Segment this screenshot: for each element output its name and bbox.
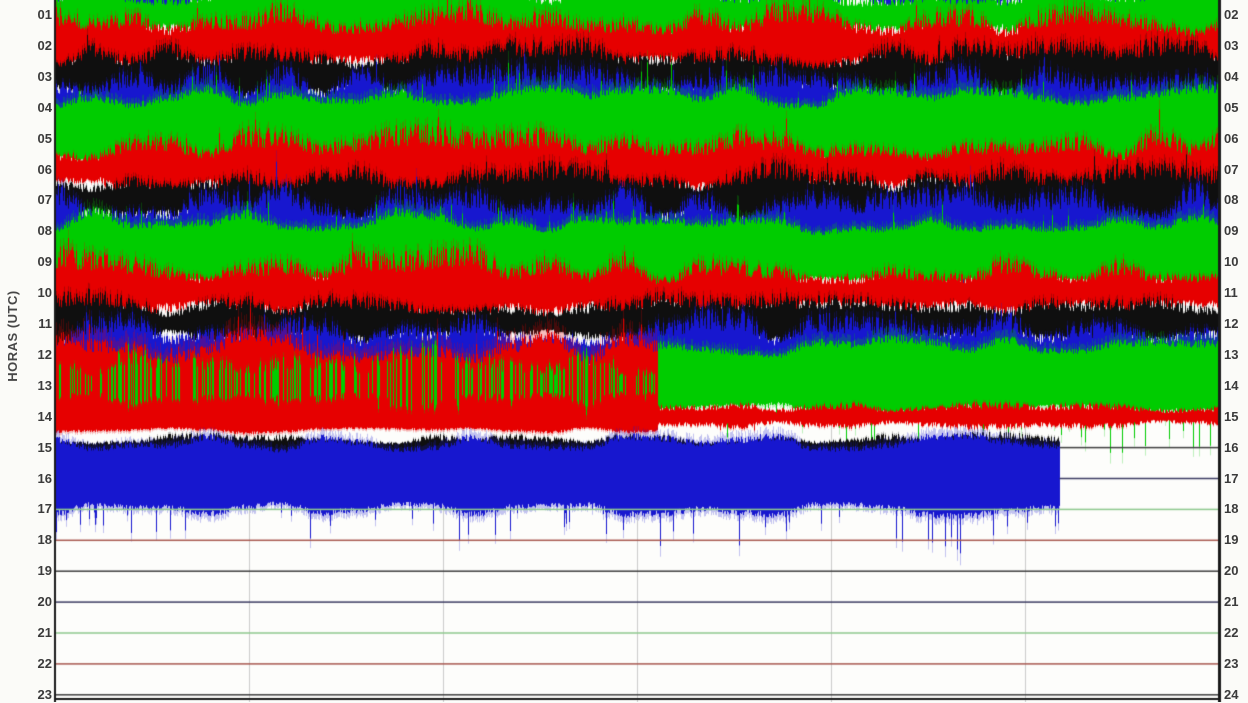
hour-label-right: 15	[1224, 408, 1239, 424]
hour-label-left: 13	[37, 377, 52, 393]
hour-label-right: 14	[1224, 377, 1239, 393]
hour-label-left: 16	[37, 470, 52, 486]
hour-label-left: 05	[37, 130, 52, 146]
hour-label-left: 19	[37, 563, 52, 579]
hour-label-left: 15	[37, 439, 52, 455]
hour-label-right: 10	[1224, 254, 1239, 270]
hour-label-right: 06	[1224, 130, 1239, 146]
hour-label-left: 07	[37, 192, 52, 208]
hour-label-left: 21	[37, 625, 52, 640]
hour-label-right: 09	[1224, 223, 1239, 239]
hour-label-left: 17	[37, 501, 52, 517]
hour-label-left: 09	[37, 254, 52, 270]
hour-label-right: 18	[1224, 501, 1239, 517]
hour-label-left: 22	[37, 655, 52, 671]
hour-label-left: 01	[37, 7, 52, 22]
hour-label-left: 03	[37, 68, 52, 84]
hour-label-left: 06	[37, 161, 52, 177]
hour-label-left: 20	[37, 594, 52, 610]
hour-label-right: 13	[1224, 346, 1239, 362]
hour-label-right: 22	[1224, 625, 1239, 640]
hour-label-right: 19	[1224, 532, 1239, 548]
hour-label-right: 03	[1224, 37, 1239, 53]
hour-label-left: 23	[37, 686, 52, 702]
hour-label-right: 21	[1224, 594, 1239, 610]
hour-label-right: 24	[1224, 686, 1239, 702]
hour-label-right: 16	[1224, 439, 1239, 455]
hour-label-left: 08	[37, 223, 52, 239]
hour-label-right: 04	[1224, 68, 1239, 84]
hour-label-right: 17	[1224, 470, 1239, 486]
hour-label-right: 23	[1224, 655, 1239, 671]
hour-label-left: 12	[37, 346, 52, 362]
hour-label-left: 04	[37, 99, 52, 115]
hour-label-left: 18	[37, 532, 52, 548]
hour-label-right: 02	[1224, 7, 1239, 22]
hour-label-right: 08	[1224, 192, 1239, 208]
hour-label-right: 12	[1224, 316, 1239, 331]
hour-label-right: 20	[1224, 563, 1239, 579]
hour-label-right: 05	[1224, 99, 1239, 115]
hour-label-left: 14	[37, 408, 52, 424]
hour-label-left: 10	[37, 285, 52, 301]
hour-label-left: 11	[38, 316, 52, 331]
hour-label-right: 11	[1224, 285, 1238, 301]
hour-label-left: 02	[37, 37, 52, 53]
hour-label-right: 07	[1224, 161, 1239, 177]
